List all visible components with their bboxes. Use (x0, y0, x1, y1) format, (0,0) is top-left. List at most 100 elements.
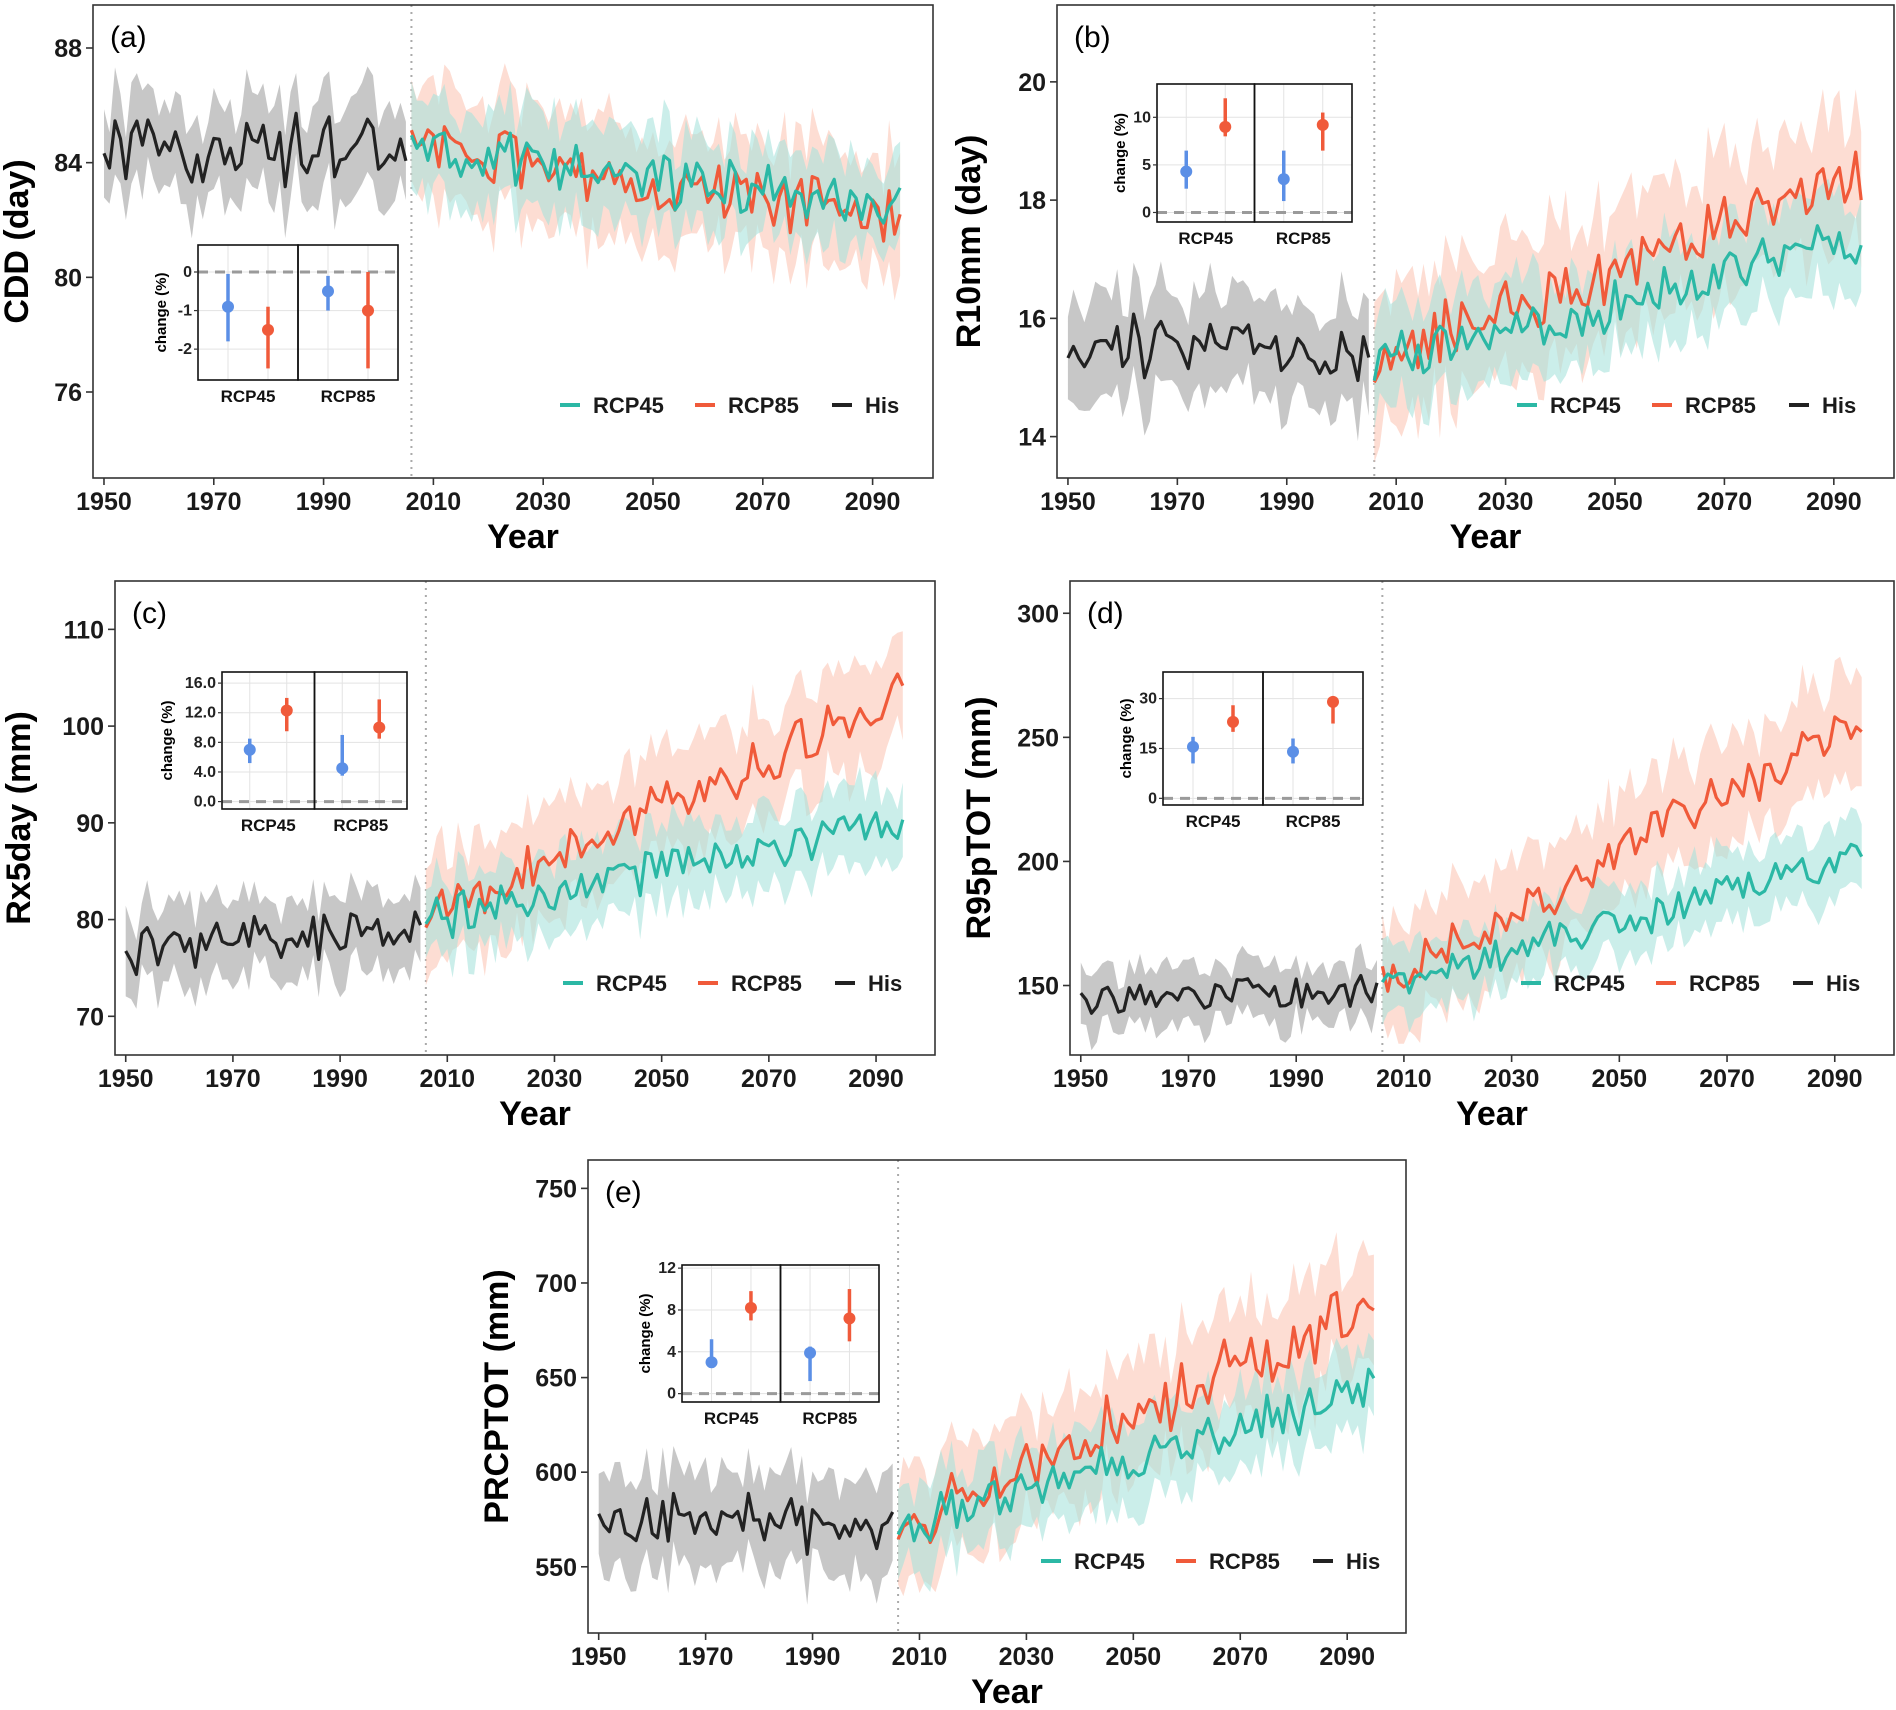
y-axis-title: Rx5day (mm) (0, 711, 38, 925)
panel-c: 1950 1970 1990 2010 2030 2050 2070 2090 70 80 90 10… (0, 580, 936, 1133)
panel-label: (a) (110, 21, 147, 54)
x-tick-label: 1950 (1053, 1065, 1109, 1093)
inset-point-rcp45 (804, 1346, 817, 1359)
legend: RCP45 RCP85 His (1041, 1549, 1380, 1574)
x-tick-label: 2010 (892, 1643, 948, 1671)
inset-point-rcp85 (744, 1301, 757, 1314)
y-axis-title: PRCPTOT (mm) (478, 1269, 516, 1523)
series-line-his (1066, 312, 1371, 383)
x-tick-label: 2030 (527, 1065, 583, 1093)
band-his (598, 1446, 893, 1605)
inset-y-tick-label: 30 (1139, 691, 1157, 708)
x-tick-label: 2010 (406, 488, 462, 516)
x-tick-label: 1970 (678, 1643, 734, 1671)
x-tick-label: 2090 (1319, 1643, 1375, 1671)
series-line-his (124, 910, 422, 977)
inset-y-tick-label: 5 (1142, 157, 1151, 174)
x-tick-label: 2050 (1592, 1065, 1648, 1093)
inset-y-tick-label: 0 (183, 264, 192, 281)
x-tick-label: 2070 (735, 488, 791, 516)
inset-point-rcp85 (1219, 120, 1232, 133)
x-tick-label: 2030 (1484, 1065, 1540, 1093)
plot-area (102, 5, 902, 478)
series-line-rcp85 (1380, 715, 1863, 993)
inset-chart: 0 5 10 RCP45 RCP85 change (%) (1112, 83, 1353, 248)
y-tick-label: 84 (54, 150, 82, 178)
legend-label-rcp45: RCP45 (1554, 971, 1625, 996)
inset-y-tick-label: 4 (667, 1344, 676, 1361)
legend-label-rcp45: RCP45 (1074, 1549, 1145, 1574)
inset-chart: 0 4 8 12 RCP45 RCP85 change (%) (637, 1260, 880, 1428)
y-tick-label: 76 (54, 379, 82, 407)
inset-point-rcp85 (1316, 118, 1329, 131)
band-his (104, 66, 406, 239)
inset-y-axis-title: change (%) (153, 272, 170, 352)
x-axis-title: Year (499, 1095, 571, 1133)
inset-point-rcp45 (1287, 745, 1299, 758)
inset-point-rcp45 (1277, 173, 1290, 186)
band-rcp45 (1382, 807, 1862, 1033)
band-his (1067, 261, 1369, 442)
y-tick-label: 20 (1018, 69, 1046, 97)
inset-y-tick-label: 0.0 (194, 794, 216, 811)
x-tick-label: 2090 (1807, 1065, 1863, 1093)
y-axis-title: CDD (day) (0, 159, 36, 323)
inset-category-label: RCP45 (704, 1409, 759, 1428)
inset-y-tick-label: 12.0 (185, 705, 216, 722)
y-tick-label: 16 (1018, 305, 1046, 333)
x-tick-label: 1990 (312, 1065, 368, 1093)
x-tick-label: 2070 (1212, 1643, 1268, 1671)
inset-y-tick-label: 0 (1142, 204, 1151, 221)
inset-point-rcp45 (1180, 165, 1193, 178)
y-tick-label: 550 (535, 1554, 577, 1582)
x-tick-label: 2050 (634, 1065, 690, 1093)
x-tick-label: 1970 (186, 488, 242, 516)
plot-frame (92, 4, 934, 479)
x-tick-label: 2010 (1368, 488, 1424, 516)
inset-category-label: RCP45 (1178, 229, 1233, 248)
inset-point-rcp85 (373, 721, 386, 734)
series-line-rcp45 (409, 131, 902, 225)
series-line-rcp45 (424, 811, 905, 940)
x-axis-title: Year (1450, 518, 1522, 556)
y-tick-label: 110 (64, 616, 104, 644)
x-tick-label: 2010 (1376, 1065, 1432, 1093)
band-his (1080, 943, 1377, 1051)
inset-chart: 0.0 4.0 8.0 12.0 16.0 RCP45 RCP85 change (%) (159, 671, 408, 835)
legend: RCP45 RCP85 His (560, 393, 899, 418)
y-tick-label: 600 (535, 1459, 577, 1487)
inset-point-rcp85 (1327, 695, 1339, 708)
inset-chart: 0 15 30 RCP45 RCP85 change (%) (1118, 671, 1364, 831)
panel-d: 1950 1970 1990 2010 2030 2050 2070 209015020025… (960, 580, 1895, 1133)
inset-y-tick-label: 8 (667, 1302, 676, 1319)
inset-y-tick-label: 15 (1139, 740, 1157, 757)
legend-label-rcp85: RCP85 (1689, 971, 1760, 996)
y-axis-title: R95pTOT (mm) (960, 696, 998, 939)
x-axis-title: Year (487, 518, 559, 556)
inset-y-tick-label: 4.0 (194, 764, 216, 781)
y-tick-label: 750 (535, 1175, 577, 1203)
inset-y-axis-title: change (%) (1118, 698, 1135, 778)
x-tick-label: 2090 (1806, 488, 1862, 516)
x-tick-label: 2050 (1106, 1643, 1162, 1671)
x-tick-label: 1950 (98, 1065, 154, 1093)
legend-label-rcp45: RCP45 (593, 393, 664, 418)
inset-y-tick-label: 10 (1133, 109, 1151, 126)
legend-label-rcp85: RCP85 (1209, 1549, 1280, 1574)
legend-label-his: His (865, 393, 899, 418)
inset-y-tick-label: 12 (658, 1260, 676, 1277)
series-line-his (597, 1491, 895, 1556)
inset-y-tick-label: -1 (178, 303, 192, 320)
x-tick-label: 2030 (515, 488, 571, 516)
legend: RCP45 RCP85 His (1521, 971, 1860, 996)
series-line-rcp45 (1381, 842, 1864, 995)
legend-label-rcp85: RCP85 (731, 971, 802, 996)
y-tick-label: 14 (1018, 424, 1046, 452)
inset-point-rcp85 (262, 323, 274, 336)
y-tick-label: 300 (1017, 600, 1059, 628)
band-rcp45 (898, 1332, 1374, 1592)
legend-label-rcp45: RCP45 (1550, 393, 1621, 418)
legend: RCP45 RCP85 His (1517, 393, 1856, 418)
inset-point-rcp85 (280, 704, 293, 717)
